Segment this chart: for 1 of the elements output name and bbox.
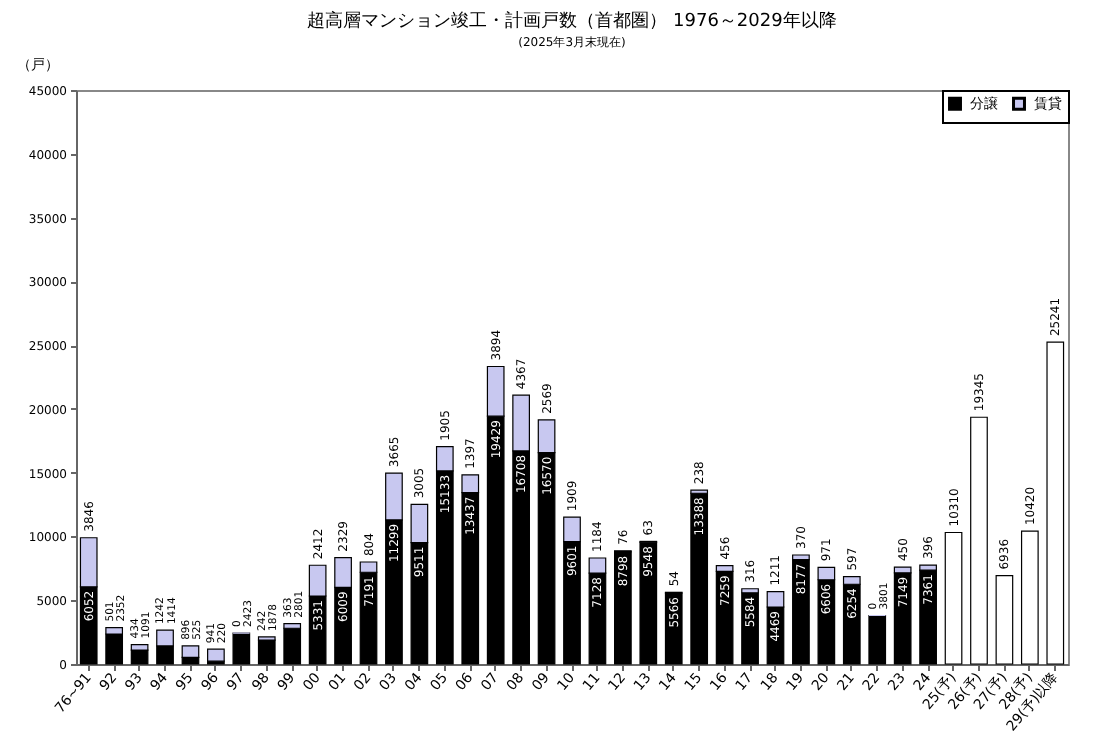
chart-title: 超高層マンション竣工・計画戸数（首都圏） 1976～2029年以降 [307,10,837,32]
